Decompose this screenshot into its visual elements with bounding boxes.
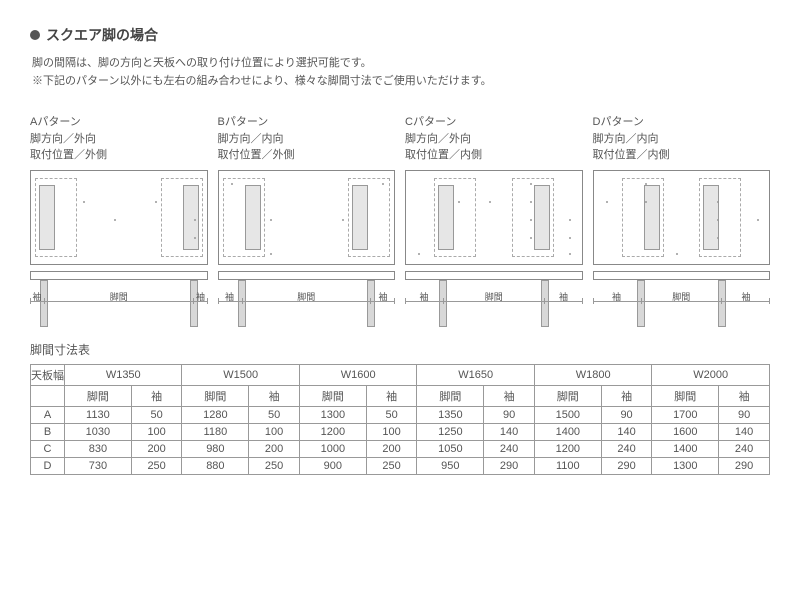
cell-kankaku: 1350 <box>417 406 484 423</box>
cell-kankaku: 1250 <box>417 423 484 440</box>
cell-kankaku: 1500 <box>534 406 601 423</box>
cell-sode: 140 <box>601 423 652 440</box>
pattern-labels: Bパターン 脚方向／内向 取付位置／外側 <box>218 114 396 164</box>
cell-kankaku: 1000 <box>299 440 366 457</box>
cell-kankaku: 950 <box>417 457 484 474</box>
pattern-labels: Cパターン 脚方向／外向 取付位置／内側 <box>405 114 583 164</box>
topview-diagram <box>218 170 396 265</box>
th-sub: 脚間 <box>299 385 366 406</box>
th-sub: 袖 <box>249 385 300 406</box>
dimension-table: 天板幅W1350W1500W1600W1650W1800W2000脚間袖脚間袖脚… <box>30 364 770 475</box>
cell-sode: 100 <box>249 423 300 440</box>
desc-line-1: 脚の間隔は、脚の方向と天板への取り付け位置により選択可能です。 <box>32 55 770 73</box>
pattern-c: Cパターン 脚方向／外向 取付位置／内側 袖 脚間 袖 <box>405 114 583 327</box>
pattern-a: Aパターン 脚方向／外向 取付位置／外側 袖 脚間 袖 <box>30 114 208 327</box>
topview-diagram <box>30 170 208 265</box>
cell-sode: 90 <box>719 406 770 423</box>
th-sub: 脚間 <box>417 385 484 406</box>
cell-kankaku: 1300 <box>652 457 719 474</box>
th-width: W1650 <box>417 364 534 385</box>
cell-sode: 50 <box>366 406 417 423</box>
cell-kankaku: 1200 <box>299 423 366 440</box>
cell-sode: 200 <box>366 440 417 457</box>
cell-sode: 250 <box>249 457 300 474</box>
cell-kankaku: 880 <box>182 457 249 474</box>
cell-sode: 200 <box>131 440 182 457</box>
th-sub: 脚間 <box>652 385 719 406</box>
cell-kankaku: 730 <box>65 457 132 474</box>
cell-sode: 290 <box>601 457 652 474</box>
cell-sode: 140 <box>719 423 770 440</box>
th-width: W1600 <box>299 364 416 385</box>
row-key: C <box>31 440 65 457</box>
table-title: 脚間寸法表 <box>30 341 770 358</box>
table-row: A113050128050130050135090150090170090 <box>31 406 770 423</box>
cell-kankaku: 1030 <box>65 423 132 440</box>
cell-kankaku: 900 <box>299 457 366 474</box>
th-sub: 袖 <box>366 385 417 406</box>
cell-kankaku: 1400 <box>652 440 719 457</box>
cell-sode: 90 <box>601 406 652 423</box>
sideview-diagram: 袖 脚間 袖 <box>593 271 771 327</box>
cell-kankaku: 1700 <box>652 406 719 423</box>
th-width: W2000 <box>652 364 770 385</box>
sideview-diagram: 袖 脚間 袖 <box>30 271 208 327</box>
th-width: W1800 <box>534 364 651 385</box>
cell-sode: 100 <box>131 423 182 440</box>
cell-sode: 240 <box>601 440 652 457</box>
cell-kankaku: 1200 <box>534 440 601 457</box>
cell-kankaku: 980 <box>182 440 249 457</box>
th-sub: 袖 <box>131 385 182 406</box>
th-tenban: 天板幅 <box>31 364 65 385</box>
cell-kankaku: 1400 <box>534 423 601 440</box>
th-width: W1350 <box>65 364 182 385</box>
cell-sode: 250 <box>131 457 182 474</box>
cell-sode: 50 <box>249 406 300 423</box>
description: 脚の間隔は、脚の方向と天板への取り付け位置により選択可能です。 ※下記のパターン… <box>32 55 770 90</box>
table-row: C830200980200100020010502401200240140024… <box>31 440 770 457</box>
cell-sode: 250 <box>366 457 417 474</box>
cell-kankaku: 830 <box>65 440 132 457</box>
cell-sode: 50 <box>131 406 182 423</box>
row-key: D <box>31 457 65 474</box>
cell-sode: 240 <box>484 440 535 457</box>
pattern-d: Dパターン 脚方向／内向 取付位置／内側 袖 脚間 袖 <box>593 114 771 327</box>
th-sub: 脚間 <box>65 385 132 406</box>
cell-sode: 90 <box>484 406 535 423</box>
cell-sode: 100 <box>366 423 417 440</box>
cell-sode: 240 <box>719 440 770 457</box>
sideview-diagram: 袖 脚間 袖 <box>218 271 396 327</box>
pattern-labels: Aパターン 脚方向／外向 取付位置／外側 <box>30 114 208 164</box>
cell-sode: 290 <box>484 457 535 474</box>
title-bullet <box>30 30 40 40</box>
cell-kankaku: 1300 <box>299 406 366 423</box>
cell-kankaku: 1050 <box>417 440 484 457</box>
page-title: スクエア脚の場合 <box>46 25 158 45</box>
pattern-b: Bパターン 脚方向／内向 取付位置／外側 袖 脚間 袖 <box>218 114 396 327</box>
topview-diagram <box>405 170 583 265</box>
cell-kankaku: 1130 <box>65 406 132 423</box>
cell-kankaku: 1180 <box>182 423 249 440</box>
pattern-diagrams: Aパターン 脚方向／外向 取付位置／外側 袖 脚間 袖 Bパターン 脚方向／内向… <box>30 114 770 327</box>
cell-sode: 200 <box>249 440 300 457</box>
table-row: D73025088025090025095029011002901300290 <box>31 457 770 474</box>
cell-kankaku: 1100 <box>534 457 601 474</box>
row-key: B <box>31 423 65 440</box>
th-sub: 袖 <box>601 385 652 406</box>
table-row: B103010011801001200100125014014001401600… <box>31 423 770 440</box>
cell-kankaku: 1280 <box>182 406 249 423</box>
topview-diagram <box>593 170 771 265</box>
cell-sode: 140 <box>484 423 535 440</box>
desc-line-2: ※下記のパターン以外にも左右の組み合わせにより、様々な脚間寸法でご使用いただけま… <box>32 73 770 91</box>
th-sub: 脚間 <box>182 385 249 406</box>
th-sub: 袖 <box>484 385 535 406</box>
th-width: W1500 <box>182 364 299 385</box>
th-sub: 袖 <box>719 385 770 406</box>
cell-sode: 290 <box>719 457 770 474</box>
pattern-labels: Dパターン 脚方向／内向 取付位置／内側 <box>593 114 771 164</box>
sideview-diagram: 袖 脚間 袖 <box>405 271 583 327</box>
cell-kankaku: 1600 <box>652 423 719 440</box>
th-sub: 脚間 <box>534 385 601 406</box>
row-key: A <box>31 406 65 423</box>
